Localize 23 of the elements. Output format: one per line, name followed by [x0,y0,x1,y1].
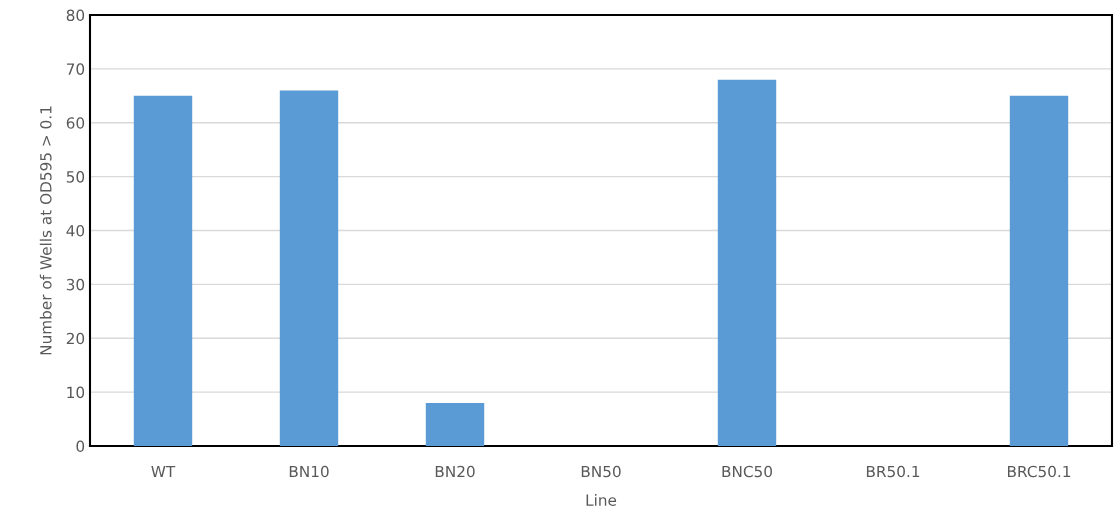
y-tick-label: 80 [66,9,85,22]
y-tick-label: 30 [66,278,85,291]
x-tick-label: BR50.1 [866,465,920,478]
x-tick-label: BN50 [581,465,621,478]
y-tick-label: 60 [66,117,85,129]
x-tick-label: BNC50 [722,465,772,478]
y-tick-label: 10 [67,386,85,399]
x-tick-label: BRC50.1 [1007,465,1071,478]
x-tick-label: WT [151,465,176,478]
x-axis-title: Line [586,494,617,506]
y-tick-label: 70 [66,63,85,75]
x-tick-label: BN20 [435,465,475,478]
y-tick-label: 0 [76,440,85,453]
bar [279,90,339,446]
y-tick-label: 40 [66,224,85,237]
bar [425,402,485,446]
y-axis-title: Number of Wells at OD595 > 0.1 [39,106,52,355]
bar [1009,95,1069,446]
bar [133,95,193,446]
bar [717,79,777,446]
y-tick-label: 50 [66,171,85,183]
y-tick-label: 20 [66,332,85,345]
x-tick-label: BN10 [289,465,329,478]
